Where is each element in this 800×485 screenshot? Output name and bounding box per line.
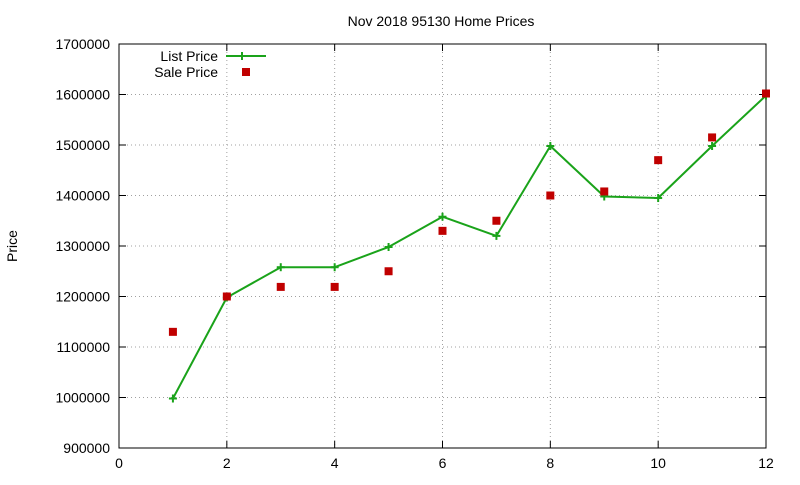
sale-price-point (708, 133, 717, 142)
sale-price-point (168, 327, 177, 336)
list-price-point (546, 142, 555, 151)
sale-price-point (276, 282, 285, 291)
list-price-point (708, 142, 717, 151)
y-tick-label: 1700000 (55, 36, 110, 52)
y-tick-label: 1100000 (57, 339, 111, 355)
x-tick-label: 6 (439, 455, 447, 471)
axis-ticks: 900000 1000000 1100000 1200000 1300000 140000… (55, 36, 774, 471)
x-tick-label: 8 (546, 455, 554, 471)
legend-swatch-sale-price (242, 68, 250, 76)
list-price-point (276, 263, 285, 272)
grid (119, 44, 766, 448)
y-tick-label: 1500000 (55, 137, 110, 153)
list-price-point (492, 231, 501, 240)
sale-price-point (546, 191, 555, 200)
sale-price-point (438, 226, 447, 235)
sale-price-point (330, 282, 339, 291)
y-tick-label: 900000 (63, 440, 110, 456)
sale-price-point (384, 267, 393, 276)
x-tick-label: 2 (223, 455, 231, 471)
y-tick-label: 1000000 (55, 390, 110, 406)
legend-label-sale-price: Sale Price (154, 64, 218, 80)
sale-price-point (492, 216, 501, 225)
y-tick-label: 1200000 (55, 289, 110, 305)
y-tick-label: 1400000 (55, 188, 110, 204)
sale-price-point (654, 156, 663, 165)
series-layer (168, 89, 770, 403)
y-tick-label: 1600000 (55, 87, 110, 103)
x-tick-label: 0 (115, 455, 123, 471)
list-price-point (654, 194, 663, 203)
list-price-line (172, 94, 767, 399)
list-price-point (168, 394, 177, 403)
legend-label-list-price: List Price (160, 48, 218, 64)
sale-price-point (222, 292, 231, 301)
x-tick-label: 12 (758, 455, 774, 471)
sale-price-point (762, 89, 770, 98)
list-price-point (384, 243, 393, 252)
y-axis-label: Price (4, 230, 20, 262)
sale-price-point (600, 187, 609, 196)
x-tick-label: 4 (331, 455, 339, 471)
y-tick-label: 1300000 (55, 238, 110, 254)
list-price-point (438, 212, 447, 221)
list-price-point (330, 263, 339, 272)
x-tick-label: 10 (650, 455, 666, 471)
chart-title: Nov 2018 95130 Home Prices (348, 13, 535, 29)
